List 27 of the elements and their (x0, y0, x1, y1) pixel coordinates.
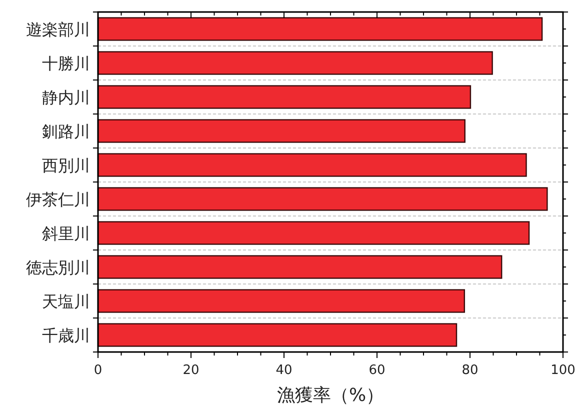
y-tick-label: 伊茶仁川 (26, 190, 90, 209)
y-tick-label: 徳志別川 (26, 258, 90, 277)
y-tick-label: 西別川 (42, 156, 90, 175)
y-tick-label: 釧路川 (42, 122, 90, 141)
y-tick-label: 静内川 (42, 88, 90, 107)
y-tick-label: 天塩川 (42, 292, 90, 311)
bar (97, 51, 493, 75)
x-tick-label: 100 (550, 363, 576, 378)
bar (97, 255, 502, 279)
bar (97, 153, 527, 177)
x-tick-label: 80 (462, 363, 478, 378)
y-tick-label: 千歳川 (42, 326, 90, 345)
bar (97, 289, 466, 313)
x-tick-label: 0 (94, 363, 102, 378)
x-tick-label: 20 (182, 363, 200, 378)
x-tick-label: 40 (276, 363, 292, 378)
bar (97, 323, 458, 347)
y-tick-label: 遊楽部川 (26, 20, 90, 39)
bar (97, 17, 543, 41)
bar (97, 187, 548, 211)
y-tick-label: 十勝川 (42, 54, 90, 73)
bar (97, 85, 472, 109)
x-axis-title: 漁獲率（%） (276, 385, 384, 406)
bar (97, 221, 530, 245)
x-tick-label: 60 (368, 363, 386, 378)
y-tick-label: 斜里川 (42, 224, 90, 243)
bar (97, 119, 466, 143)
